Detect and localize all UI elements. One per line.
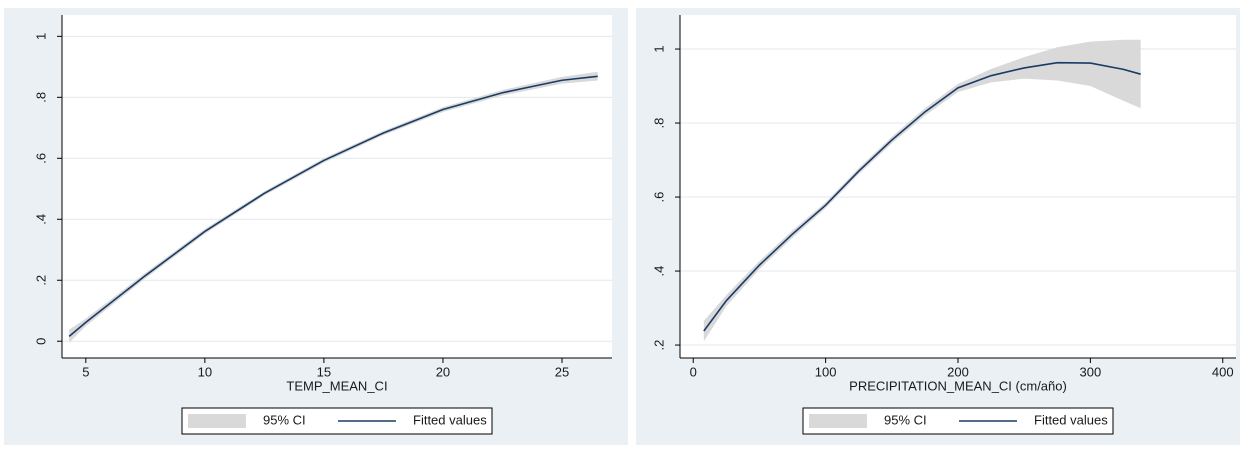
x-tick-label: 0 <box>690 364 697 379</box>
legend: 95% CI Fitted values <box>802 407 1114 435</box>
legend-swatch <box>188 414 246 428</box>
x-tick-label: 5 <box>82 364 89 379</box>
legend-label: 95% CI <box>884 412 927 427</box>
y-tick-label: .6 <box>33 153 48 164</box>
y-tick-label: 0 <box>33 338 48 345</box>
plot-area <box>680 15 1236 358</box>
y-tick-label: .4 <box>33 214 48 225</box>
legend-label: Fitted values <box>1034 412 1108 427</box>
y-tick-label: .2 <box>33 275 48 286</box>
x-axis-title: PRECIPITATION_MEAN_CI (cm/año) <box>849 378 1067 393</box>
x-tick-label: 400 <box>1212 364 1234 379</box>
x-axis-title: TEMP_MEAN_CI <box>286 378 387 393</box>
x-tick-label: 15 <box>317 364 331 379</box>
y-tick-label: .6 <box>651 192 666 203</box>
legend: 95% CI Fitted values <box>181 407 493 435</box>
x-tick-label: 100 <box>815 364 837 379</box>
y-tick-label: 1 <box>651 45 666 52</box>
legend-label: 95% CI <box>263 412 306 427</box>
y-tick-label: .8 <box>651 118 666 129</box>
plot-area <box>62 15 612 358</box>
x-tick-label: 20 <box>436 364 450 379</box>
legend-label: Fitted values <box>413 412 487 427</box>
fitted-line <box>703 61 1141 332</box>
x-tick-label: 200 <box>947 364 969 379</box>
y-tick-label: .4 <box>651 266 666 277</box>
x-tick-label: 25 <box>555 364 569 379</box>
y-tick-label: .2 <box>651 340 666 351</box>
x-tick-label: 10 <box>198 364 212 379</box>
ci-band <box>703 39 1141 342</box>
x-tick-label: 300 <box>1080 364 1102 379</box>
fitted-line <box>68 75 598 337</box>
legend-swatch <box>809 414 867 428</box>
y-tick-label: .8 <box>33 92 48 103</box>
chart-panel: .2 .4 .6 .8 1 0 100 200 300 400 PRECIPITATION_MEAN… <box>636 8 1240 445</box>
y-tick-label: 1 <box>33 33 48 40</box>
